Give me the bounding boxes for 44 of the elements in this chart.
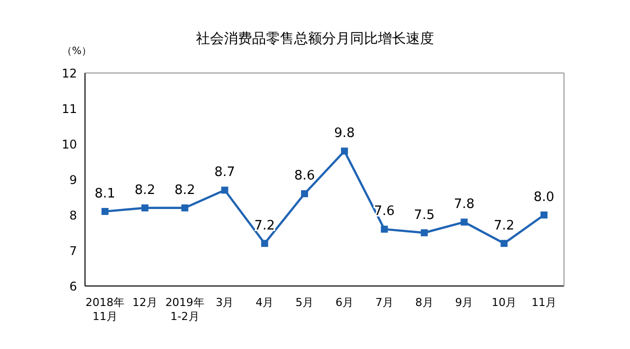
x-tick-label: 9月: [455, 296, 474, 309]
data-label: 8.2: [174, 182, 196, 198]
data-label: 7.2: [254, 218, 275, 234]
x-tick-label: 8月: [415, 296, 434, 309]
y-tick-label: 9: [69, 172, 77, 187]
point: [420, 229, 428, 236]
x-tick-label: 3月: [216, 296, 234, 309]
x-tick-label: 4月: [256, 296, 274, 309]
data-label: 7.8: [454, 197, 475, 212]
data-label: 8.2: [134, 182, 156, 198]
data-label: 7.5: [414, 208, 435, 223]
point: [102, 208, 108, 215]
x-tick-label: 10月: [492, 296, 517, 309]
y-tick-label: 8: [69, 208, 77, 222]
x-tick-label: 11月: [532, 296, 556, 309]
data-label: 9.8: [334, 126, 355, 142]
point: [141, 204, 148, 212]
data-label: 8.7: [214, 165, 236, 180]
point: [500, 240, 508, 247]
y-tick-label: 6: [69, 279, 77, 294]
x-tick-label: 12月: [132, 296, 158, 309]
y-tick-label: 7: [69, 244, 77, 258]
point: [380, 226, 388, 233]
point: [181, 204, 188, 212]
x-tick-label: 7月: [375, 296, 394, 309]
chart-title: 社会消费品零售总额分月同比增长速度: [196, 31, 434, 47]
point: [540, 212, 548, 218]
x-tick-label: 6月: [335, 296, 354, 309]
point: [301, 190, 308, 198]
data-label: 8.0: [534, 190, 554, 205]
y-tick-label: 12: [62, 66, 77, 80]
y-tick-label: 10: [62, 137, 77, 152]
point: [221, 186, 228, 194]
x-tick-label: 2018年 11月: [86, 296, 124, 323]
x-tick-label: 5月: [296, 296, 314, 309]
data-label: 8.6: [294, 168, 315, 184]
point: [460, 218, 468, 226]
y-tick-label: 11: [62, 102, 77, 116]
point: [340, 148, 348, 155]
y-axis-title: （%）: [62, 45, 92, 58]
data-label: 8.1: [94, 186, 116, 202]
point: [261, 240, 268, 247]
x-tick-label: 2019年 1-2月: [165, 296, 204, 323]
data-label: 7.2: [494, 218, 514, 234]
